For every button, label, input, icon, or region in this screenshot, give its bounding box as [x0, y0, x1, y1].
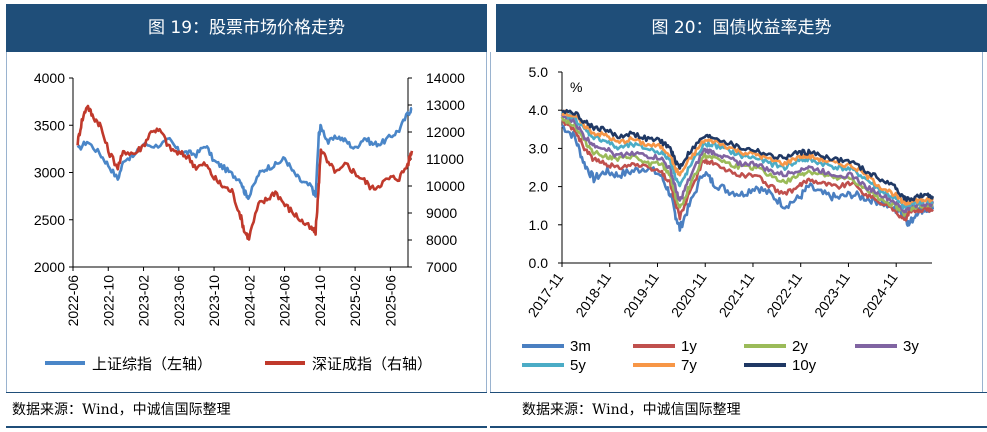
legend-label-2y: 2y	[792, 338, 808, 355]
x-tick-label: 2023-11	[811, 269, 853, 320]
y-tick-label: 0.0	[529, 255, 549, 271]
legend-label-10y: 10y	[792, 357, 817, 374]
x-tick-label: 2025-06	[382, 275, 398, 327]
right-y-tick-label: 14000	[426, 70, 465, 86]
x-tick-label: 2023-10	[206, 275, 222, 327]
right-y-tick-label: 13000	[426, 97, 465, 113]
yield-chart-frame	[490, 52, 983, 392]
x-tick-label: 2019-11	[620, 269, 662, 320]
x-tick-label: 2024-02	[241, 275, 257, 327]
right-y-tick-label: 11000	[426, 151, 464, 167]
legend-label-7y: 7y	[681, 357, 697, 374]
x-tick-label: 2022-06	[65, 275, 81, 327]
x-tick-label: 2025-02	[347, 275, 363, 327]
series-line-7y	[561, 109, 934, 206]
left-y-tick-label: 2500	[34, 212, 65, 228]
x-tick-label: 2022-11	[763, 269, 805, 320]
left-y-tick-label: 4000	[34, 70, 65, 86]
x-tick-label: 2017-11	[524, 269, 566, 320]
x-tick-label: 2020-11	[668, 269, 710, 320]
right-y-tick-label: 9000	[426, 205, 457, 221]
y-tick-label: 4.0	[529, 102, 549, 118]
y-tick-label: 1.0	[529, 217, 549, 233]
stock-price-chart: 2000 2500 3000 3500 4000 7000 8000 9000 10000 110…	[34, 70, 465, 373]
x-tick-label: 2024-06	[277, 275, 293, 327]
series-line-5y	[561, 110, 934, 210]
x-tick-label: 2022-10	[100, 275, 116, 327]
yield-chart-source: 数据来源：Wind，中诚信国际整理	[490, 392, 987, 428]
x-tick-label: 2024-11	[859, 269, 901, 320]
y-unit-label: %	[570, 79, 582, 95]
y-tick-label: 3.0	[529, 140, 549, 156]
stock-market-panel: 图 19：股票市场价格走势 2000 2500 3000 3500 4000 7000 80…	[0, 0, 487, 432]
left-y-tick-label: 2000	[34, 259, 65, 275]
y-tick-label: 5.0	[529, 64, 549, 80]
stock-chart-frame	[6, 52, 487, 392]
legend-label-3m: 3m	[570, 338, 591, 355]
legend-label-sz: 深证成指（右轴）	[312, 355, 432, 373]
x-tick-label: 2023-02	[136, 275, 152, 327]
series-line-sz	[76, 104, 414, 241]
legend-label-5y: 5y	[570, 357, 586, 374]
right-y-tick-label: 7000	[426, 259, 457, 275]
right-y-tick-label: 12000	[426, 124, 465, 140]
x-tick-label: 2023-06	[171, 275, 187, 327]
stock-chart-source: 数据来源：Wind，中诚信国际整理	[6, 392, 487, 428]
x-tick-label: 2021-11	[715, 269, 757, 320]
x-tick-label: 2024-10	[312, 275, 328, 327]
x-tick-label: 2018-11	[572, 269, 614, 320]
legend-label-3y: 3y	[903, 338, 919, 355]
treasury-yield-panel: 图 20：国债收益率走势 % 0.0 1.0 2.0 3.0 4.0 5.0 2017-11 2…	[490, 0, 987, 432]
yield-chart-title: 图 20：国债收益率走势	[496, 4, 987, 52]
legend-label-1y: 1y	[681, 338, 697, 355]
right-y-tick-label: 10000	[426, 178, 465, 194]
right-y-tick-label: 8000	[426, 232, 457, 248]
stock-chart-title: 图 19：股票市场价格走势	[6, 4, 487, 52]
y-tick-label: 2.0	[529, 179, 549, 195]
legend-label-sh: 上证综指（左轴）	[92, 355, 212, 373]
series-line-10y	[561, 109, 935, 203]
series-line-3y	[560, 113, 935, 214]
left-y-tick-label: 3500	[34, 117, 65, 133]
left-y-tick-label: 3000	[34, 165, 65, 181]
treasury-yield-chart: % 0.0 1.0 2.0 3.0 4.0 5.0 2017-11 2018-11 2019-11…	[522, 64, 935, 374]
